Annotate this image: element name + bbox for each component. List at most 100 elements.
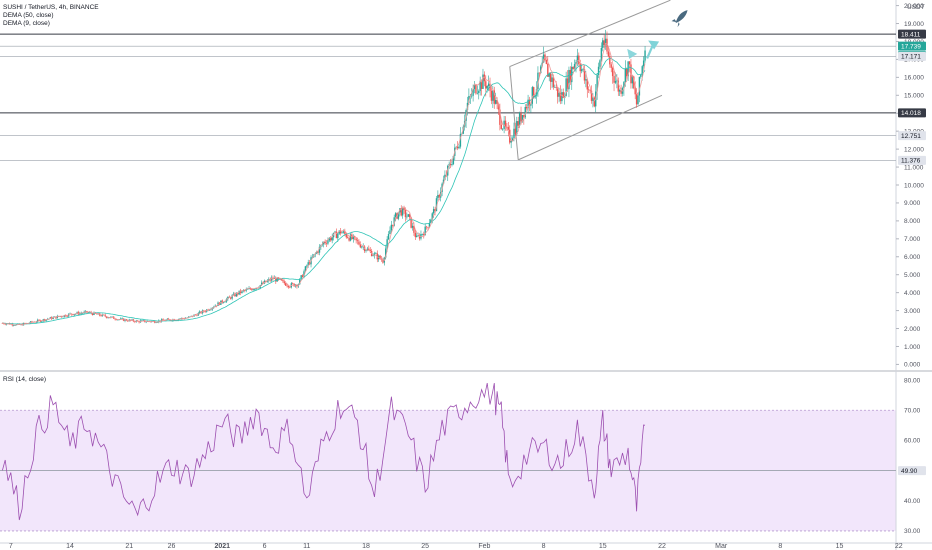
candle-body [600, 47, 603, 61]
candle-body [545, 60, 548, 65]
candle-body [392, 224, 394, 226]
candle-body [66, 316, 68, 317]
candle-body [311, 256, 314, 258]
candle-body [489, 83, 491, 91]
candle-body [31, 321, 33, 323]
legend-dema50[interactable]: DEMA (50, close) [3, 12, 54, 19]
candle-body [492, 90, 494, 101]
candle-body [238, 290, 240, 295]
candle-body [258, 287, 260, 289]
candle-body [390, 224, 393, 231]
candle-body [231, 295, 233, 299]
candle-body [235, 292, 238, 297]
candle-body [624, 68, 627, 83]
legend-dema9[interactable]: DEMA (9, close) [3, 20, 50, 27]
candle-body [480, 80, 483, 89]
time-tick-label: 18 [362, 543, 370, 550]
price-tag [898, 41, 926, 51]
dema-lines [2, 42, 646, 326]
time-tick-label: Mar [715, 543, 728, 550]
candle-body [331, 237, 333, 241]
candle-body [506, 126, 508, 128]
candle-body [261, 282, 263, 285]
candle-body [487, 83, 490, 86]
candle-body [523, 114, 525, 118]
candle-body [300, 275, 302, 279]
candle-body [571, 66, 573, 83]
candle-body [355, 237, 357, 241]
candle-body [262, 282, 264, 284]
price-tick-label: 12.000 [904, 146, 924, 153]
up-arrow-shaft [646, 44, 655, 59]
candle-body [389, 230, 391, 235]
candle-body [535, 89, 538, 96]
candle-body [96, 313, 98, 315]
candle-body [279, 279, 281, 280]
candle-body [241, 290, 243, 294]
candle-body [280, 279, 283, 281]
price-tick-label: 1.000 [904, 344, 921, 351]
candle-body [428, 223, 431, 228]
candle-body [365, 250, 367, 252]
price-tag-label: 18.411 [901, 31, 921, 38]
candle-body [394, 213, 397, 218]
candle-body [421, 233, 424, 235]
candle-body [162, 319, 164, 321]
candle-body [270, 277, 273, 281]
candle-body [452, 155, 455, 165]
candle-body [341, 232, 343, 234]
price-tag-label: 14.018 [901, 110, 921, 117]
candle-body [499, 109, 501, 125]
price-tick-label: 9.000 [904, 200, 921, 207]
candle-body [324, 241, 326, 244]
price-tick-label: 15.000 [904, 93, 924, 100]
rsi-tick-label: 70.00 [904, 408, 921, 415]
candle-body [616, 80, 618, 82]
time-tick-label: 15 [836, 543, 844, 550]
candle-body [273, 277, 276, 279]
price-tags: 18.41117.73902:49:1417.17114.01812.75111… [898, 29, 926, 476]
time-tick-label: 2021 [214, 543, 230, 550]
candle-body [585, 79, 587, 81]
candle-body [607, 51, 610, 57]
rocket-icon [675, 10, 688, 24]
candle-body [387, 234, 390, 240]
dema50-line [2, 58, 646, 325]
candle-body [338, 230, 340, 234]
price-tag [898, 155, 926, 165]
legend-symbol[interactable]: SUSHI / TetherUS, 4h, BINANCE [3, 4, 99, 11]
candle-body [451, 164, 453, 166]
candle-body [638, 76, 641, 96]
time-tick-label: 6 [263, 543, 267, 550]
annotations [627, 10, 688, 59]
candle-body [504, 120, 507, 127]
candle-body [91, 313, 94, 315]
candle-body [303, 271, 305, 278]
rsi-line [2, 383, 646, 521]
price-tick-label: 19.000 [904, 21, 924, 28]
candle-body [251, 289, 253, 291]
candle-body [330, 237, 332, 241]
time-tick-label: 11 [303, 543, 310, 550]
channel-upper [509, 0, 671, 68]
candle-body [551, 77, 553, 82]
candle-body [431, 213, 433, 220]
time-tick-label: 15 [599, 543, 607, 550]
candle-body [423, 233, 425, 236]
candle-body [631, 76, 634, 84]
candle-body [590, 90, 593, 101]
candle-body [41, 320, 43, 322]
candle-body [107, 317, 109, 319]
candle-body [339, 230, 342, 234]
legend-rsi[interactable]: RSI (14, close) [3, 376, 46, 383]
candle-body [531, 87, 534, 104]
time-tick-label: 25 [421, 543, 429, 550]
candle-body [520, 113, 522, 122]
candle-body [438, 194, 440, 198]
price-tick-label: 6.000 [904, 254, 921, 261]
candle-body [604, 38, 607, 46]
candle-body [404, 210, 407, 218]
candle-body [565, 78, 567, 96]
candle-body [569, 69, 572, 83]
